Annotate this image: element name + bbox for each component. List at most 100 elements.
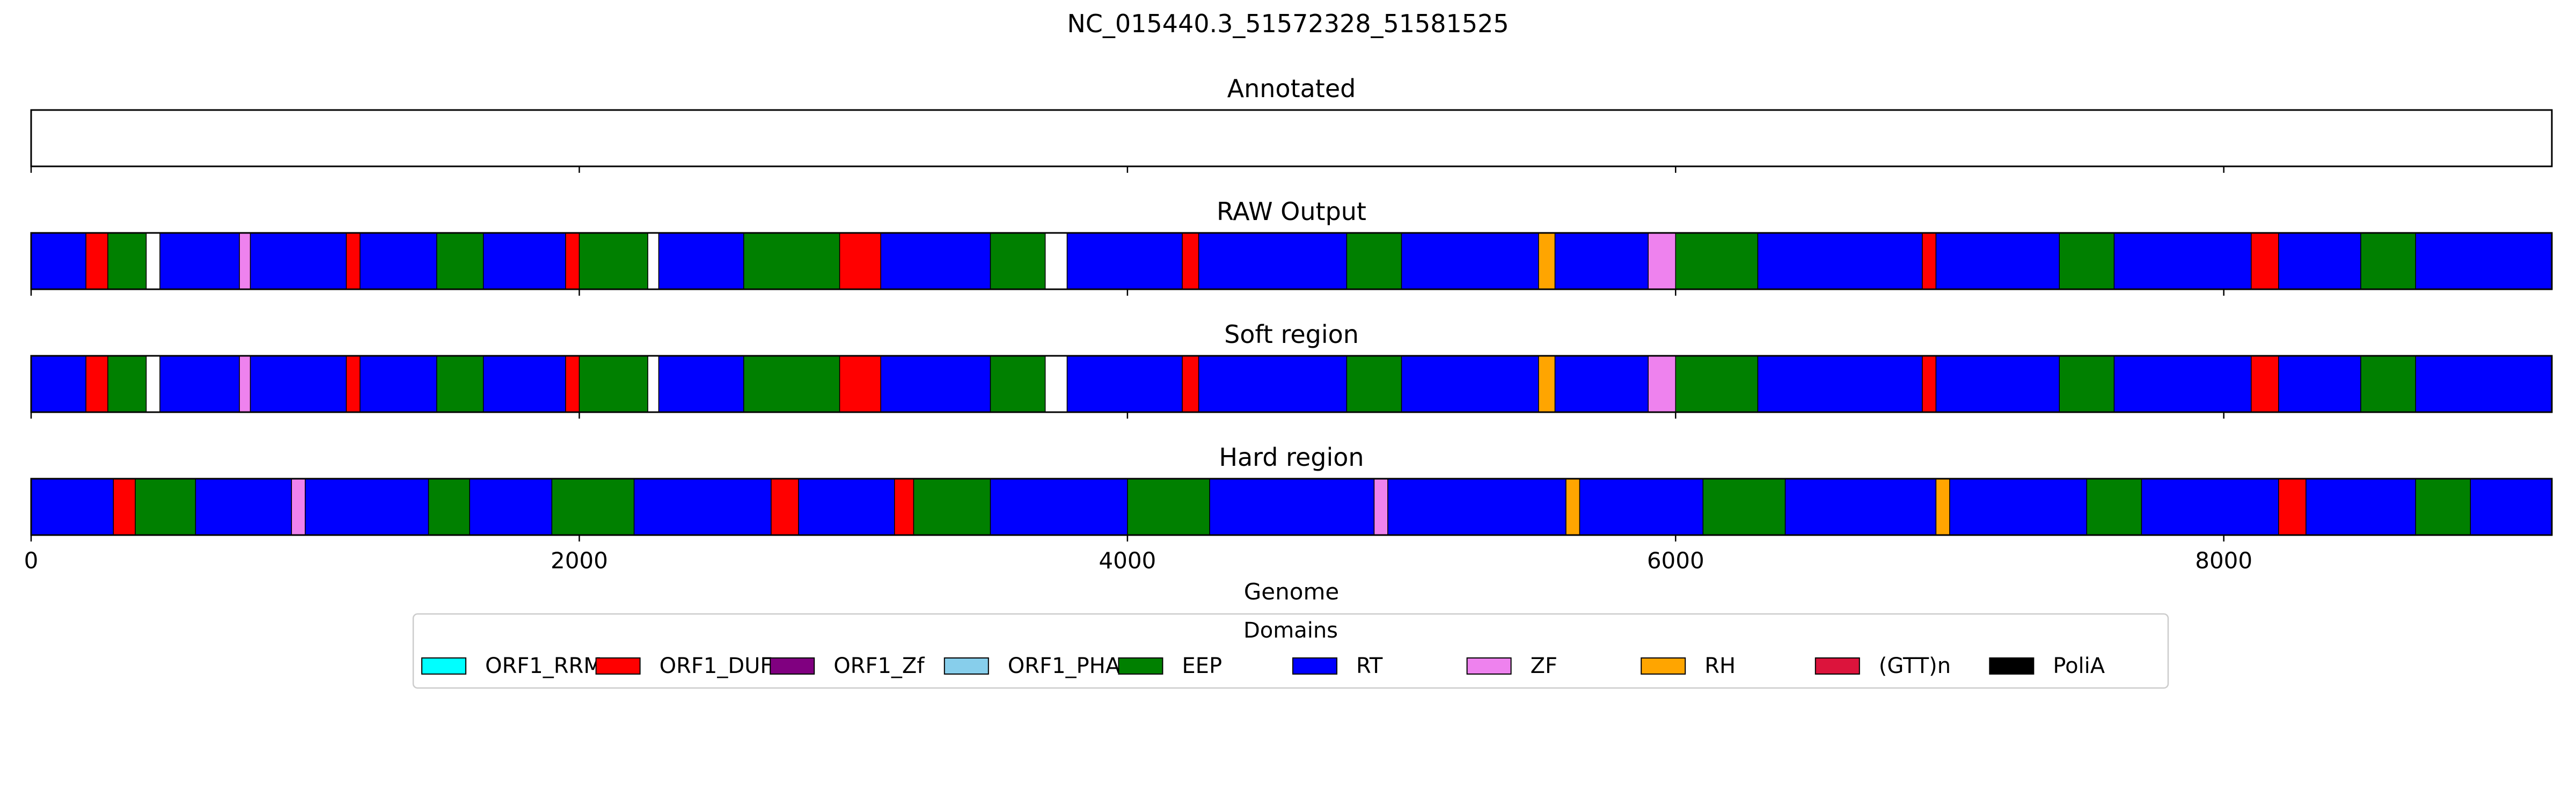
legend-entry: ORF1_Zf [770, 654, 925, 678]
track-title: Annotated [1227, 74, 1356, 103]
figure-title: NC_015440.3_51572328_51581525 [1067, 9, 1509, 38]
legend-swatch [1292, 657, 1337, 675]
domain-segment [145, 355, 160, 413]
domain-segment [304, 478, 429, 536]
domain-segment [2113, 355, 2252, 413]
legend-swatch [1814, 657, 1860, 675]
domain-segment [1209, 478, 1375, 536]
domain-segment [1554, 232, 1649, 290]
legend-swatch [1118, 657, 1163, 675]
domain-segment [2360, 355, 2416, 413]
domain-segment [2251, 355, 2279, 413]
legend-entry: RH [1641, 654, 1736, 678]
domain-segment [2059, 355, 2115, 413]
domain-segment [428, 478, 470, 536]
domain-segment [990, 355, 1046, 413]
domain-segment [880, 232, 991, 290]
track-frame [30, 478, 2553, 536]
x-tick-label: 8000 [2195, 547, 2252, 574]
domain-segment [107, 232, 147, 290]
domain-segment [1757, 355, 1923, 413]
domain-segment [1182, 232, 1199, 290]
legend-entry: ORF1_PHA [943, 654, 1121, 678]
domain-segment [894, 478, 914, 536]
legend-swatch [1641, 657, 1686, 675]
x-tick-label: 2000 [551, 547, 608, 574]
legend-label: EEP [1182, 654, 1222, 678]
domain-segment [1648, 355, 1677, 413]
domain-segment [2360, 232, 2416, 290]
domain-segment [579, 355, 648, 413]
domain-segment [1757, 232, 1923, 290]
domain-segment [159, 232, 240, 290]
domain-segment [2306, 478, 2416, 536]
legend: Domains ORF1_RRM ORF1_DUF ORF1_Zf ORF1_PHA EE… [412, 613, 2169, 689]
legend-label: PoliA [2053, 654, 2105, 678]
domain-segment [1935, 232, 2060, 290]
domain-segment [145, 232, 160, 290]
domain-segment [658, 232, 744, 290]
x-tick-label: 0 [24, 547, 39, 574]
domain-segment [2278, 478, 2307, 536]
legend-entry: ORF1_RRM [421, 654, 602, 678]
x-tick-label: 4000 [1099, 547, 1156, 574]
x-tick-label: 6000 [1647, 547, 1704, 574]
domain-segment [2141, 478, 2279, 536]
domain-segment [1066, 355, 1183, 413]
domain-segment [239, 232, 251, 290]
domain-segment [743, 355, 840, 413]
legend-label: ORF1_Zf [833, 654, 925, 678]
legend-swatch [595, 657, 641, 675]
legend-entry: RT [1292, 654, 1383, 678]
domain-segment [771, 478, 799, 536]
domain-segment [2415, 355, 2552, 413]
legend-swatch [1989, 657, 2035, 675]
domain-segment [647, 232, 660, 290]
x-axis-label: Genome [1244, 579, 1339, 605]
domain-segment [107, 355, 147, 413]
domain-segment [1565, 478, 1580, 536]
track-title: Soft region [1224, 320, 1359, 349]
legend-swatch [421, 657, 466, 675]
domain-segment [2470, 478, 2552, 536]
domain-segment [839, 355, 881, 413]
domain-segment [436, 232, 484, 290]
legend-entry: (GTT)n [1814, 654, 1951, 678]
domain-segment [1401, 232, 1539, 290]
domain-segment [1127, 478, 1210, 536]
domain-segment [31, 355, 86, 413]
domain-segment [346, 232, 361, 290]
domain-segment [658, 355, 744, 413]
domain-segment [436, 355, 484, 413]
track-2: Soft region [30, 320, 2553, 419]
domain-segment [1401, 355, 1539, 413]
domain-segment [1387, 478, 1567, 536]
domain-segment [1579, 478, 1704, 536]
track-0: Annotated [30, 74, 2553, 173]
legend-label: ORF1_PHA [1008, 654, 1121, 678]
legend-label: ORF1_DUF [660, 654, 773, 678]
domain-segment [195, 478, 292, 536]
domain-segment [1346, 232, 1402, 290]
domain-segment [31, 232, 86, 290]
domain-segment [1538, 232, 1556, 290]
domain-segment [1554, 355, 1649, 413]
domain-segment [1648, 232, 1677, 290]
domain-segment [647, 355, 660, 413]
domain-segment [469, 478, 553, 536]
legend-swatch [770, 657, 815, 675]
domain-segment [551, 478, 635, 536]
domain-segment [1044, 355, 1068, 413]
domain-segment [1922, 232, 1937, 290]
domain-segment [113, 478, 136, 536]
domain-segment [1044, 232, 1068, 290]
track-frame [30, 232, 2553, 290]
domain-segment [482, 355, 566, 413]
legend-entry: ORF1_DUF [595, 654, 773, 678]
domain-segment [360, 232, 437, 290]
legend-label: (GTT)n [1879, 654, 1951, 678]
domain-segment [743, 232, 840, 290]
domain-segment [1922, 355, 1937, 413]
domain-segment [1373, 478, 1388, 536]
domain-segment [360, 355, 437, 413]
